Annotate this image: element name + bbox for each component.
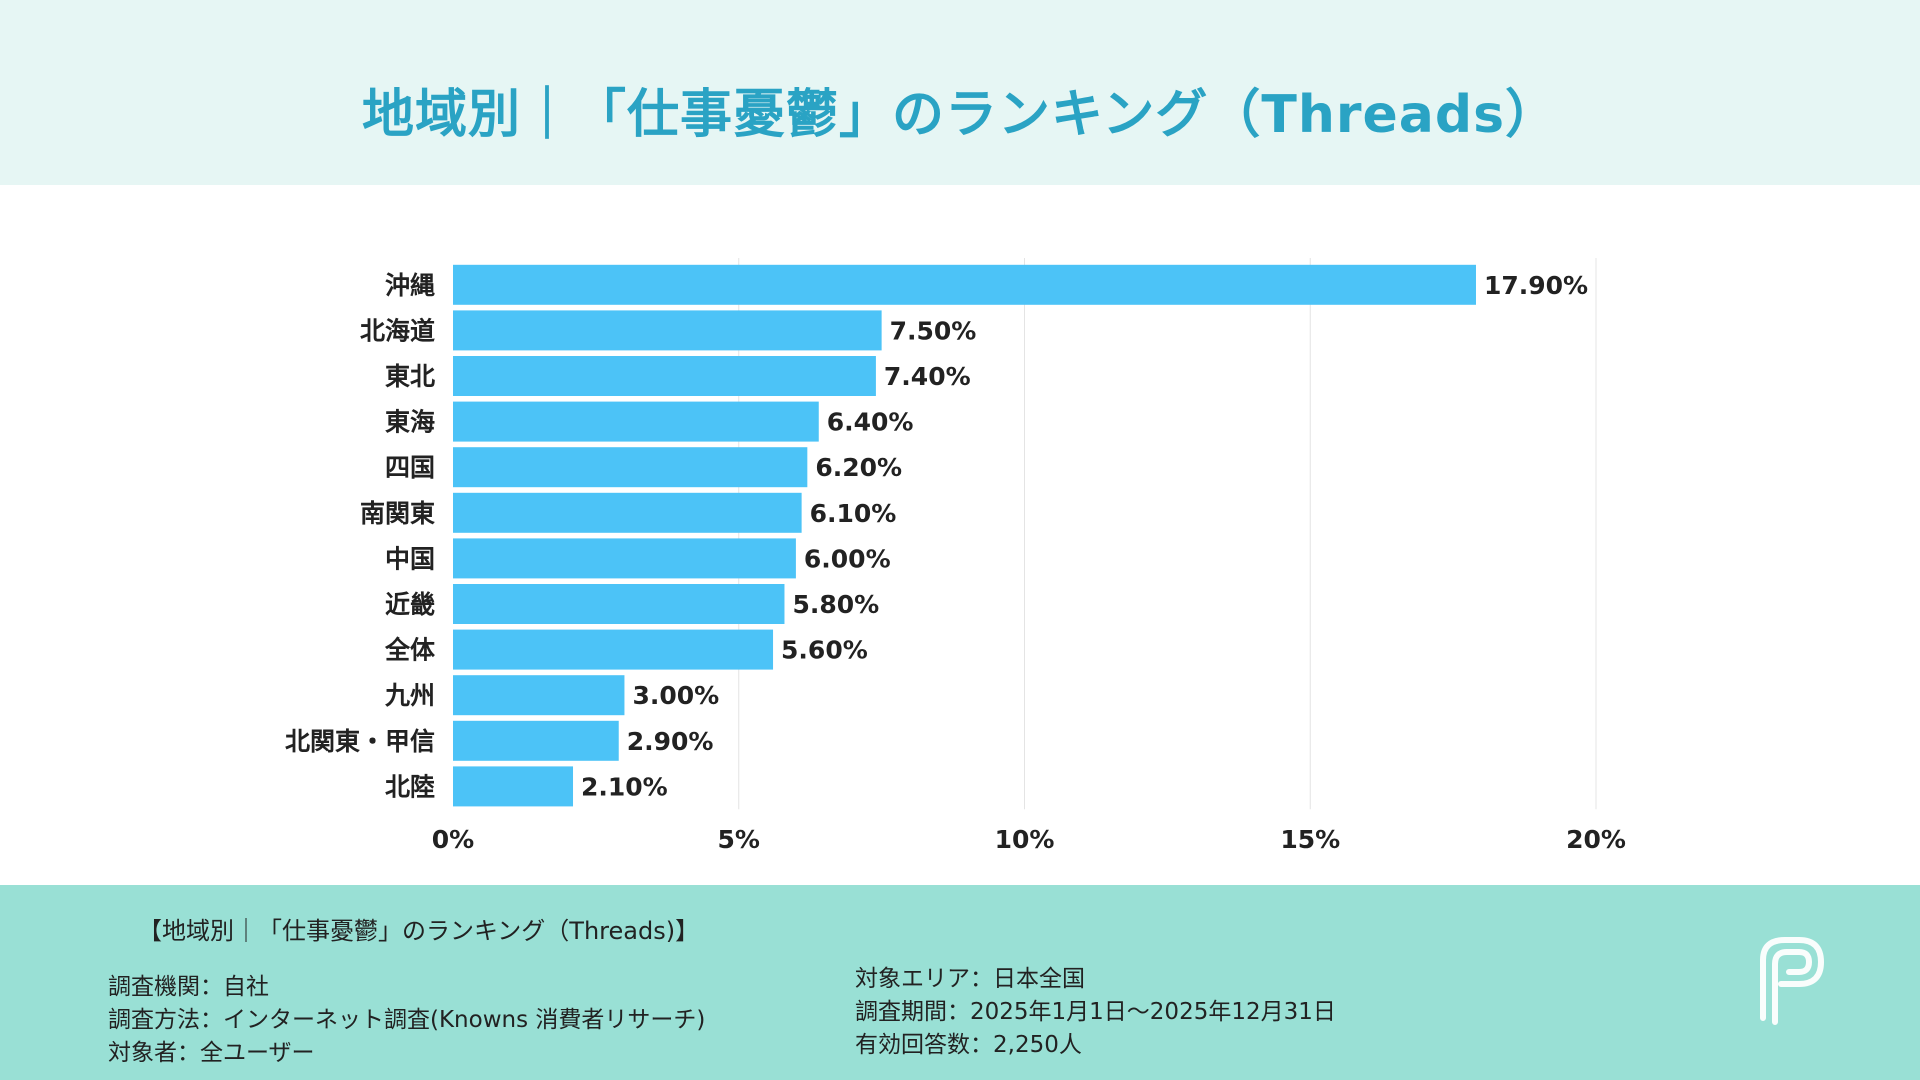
page-title: 地域別｜「仕事憂鬱」のランキング（Threads） [361, 85, 1559, 145]
bar [453, 447, 808, 488]
value-label: 6.20% [815, 453, 902, 482]
chart-area: 沖縄 17.90% 北海道 7.50% 東北 7.40% 東海 6.40% 四国 6.20% 南関東… [0, 185, 1920, 885]
value-label: 17.90% [1484, 271, 1588, 300]
category-label: 九州 [384, 681, 435, 710]
x-tick-label: 5% [718, 825, 760, 854]
category-label: 北陸 [385, 772, 435, 801]
bar [453, 629, 774, 670]
bar [453, 720, 619, 761]
value-label: 2.90% [627, 727, 714, 756]
value-label: 7.40% [884, 362, 971, 391]
header-band: 地域別｜「仕事憂鬱」のランキング（Threads） [0, 0, 1920, 185]
bar [453, 538, 796, 579]
value-label: 6.10% [810, 499, 897, 528]
bar-chart: 沖縄 17.90% 北海道 7.50% 東北 7.40% 東海 6.40% 四国 6.20% 南関東… [285, 258, 1626, 854]
value-label: 6.40% [827, 408, 914, 437]
survey-org: 調査機関：自社 [108, 974, 269, 1000]
bar [453, 401, 819, 442]
x-tick-label: 15% [1280, 825, 1340, 854]
footer-left-info: 調査機関：自社 調査方法：インターネット調査(Knowns 消費者リサーチ) 対… [108, 971, 705, 1070]
bar [453, 584, 785, 624]
x-tick-label: 10% [995, 825, 1055, 854]
survey-period: 調査期間：2025年1月1日～2025年12月31日 [855, 999, 1336, 1025]
value-label: 5.80% [792, 590, 879, 619]
category-label: 北関東・甲信 [285, 727, 435, 756]
footer-band: 【地域別｜「仕事憂鬱」のランキング（Threads)】 調査機関：自社 調査方法… [0, 885, 1920, 1080]
bar [453, 766, 574, 807]
x-tick-label: 0% [432, 825, 474, 854]
bar [453, 310, 882, 351]
survey-responses: 有効回答数：2,250人 [855, 1032, 1082, 1058]
footer-right-info: 対象エリア：日本全国 調査期間：2025年1月1日～2025年12月31日 有効… [855, 963, 1336, 1062]
p-logo-icon [1760, 937, 1824, 1025]
footer-title: 【地域別｜「仕事憂鬱」のランキング（Threads)】 [138, 917, 700, 945]
value-label: 6.00% [804, 544, 891, 573]
category-label: 四国 [385, 453, 435, 482]
bar [453, 675, 625, 716]
category-label: 近畿 [385, 590, 435, 619]
category-label: 沖縄 [385, 271, 435, 300]
category-label: 北海道 [360, 316, 435, 345]
category-label: 中国 [385, 544, 435, 573]
bar [453, 264, 1476, 305]
category-label: 全体 [384, 636, 436, 665]
survey-area: 対象エリア：日本全国 [855, 966, 1085, 992]
x-tick-label: 20% [1566, 825, 1626, 854]
category-label: 東海 [385, 408, 435, 437]
survey-target: 対象者：全ユーザー [108, 1040, 315, 1066]
survey-method: 調査方法：インターネット調査(Knowns 消費者リサーチ) [108, 1007, 706, 1033]
value-label: 2.10% [581, 772, 668, 801]
bar [453, 356, 876, 396]
value-label: 7.50% [890, 316, 977, 345]
bar [453, 492, 802, 533]
category-label: 南関東 [360, 499, 435, 528]
category-label: 東北 [385, 362, 435, 391]
value-label: 5.60% [781, 636, 868, 665]
value-label: 3.00% [632, 681, 719, 710]
